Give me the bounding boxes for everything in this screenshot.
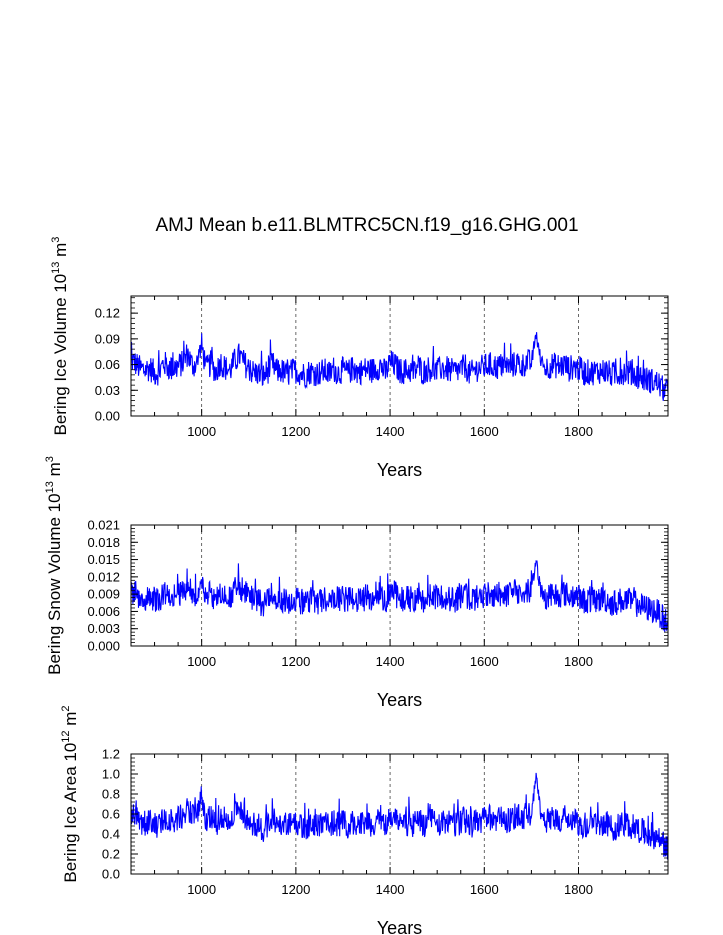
x-tick-label: 1400 [376, 654, 405, 669]
y-tick-label: 0.06 [95, 357, 120, 372]
x-axis-label: Years [377, 690, 422, 710]
x-tick-label: 1200 [281, 882, 310, 897]
x-tick-label: 1200 [281, 424, 310, 439]
y-tick-label: 0.015 [87, 552, 120, 567]
y-tick-label: 0.03 [95, 383, 120, 398]
y-tick-label: 0.6 [102, 807, 120, 822]
x-tick-label: 1600 [470, 654, 499, 669]
chart-panel-1: 1000 1200 1400 1600 1800 0.00 0.03 0.06 0.09 0.12… [50, 237, 669, 480]
y-axis-exponent: 13 [44, 481, 56, 493]
data-series-line [130, 332, 669, 401]
y-axis-unit-exponent: 3 [44, 456, 56, 462]
y-tick-label: 0.018 [87, 535, 120, 550]
plot-frame [130, 524, 669, 647]
x-axis-label: Years [377, 918, 422, 935]
y-tick-label: 1.2 [102, 747, 120, 762]
y-tick-label: 0.12 [95, 306, 120, 321]
y-tick-label: 0.4 [102, 827, 120, 842]
y-axis-unit-exponent: 3 [50, 237, 62, 243]
data-series-line [130, 772, 669, 860]
y-axis-exponent: 13 [50, 262, 62, 274]
y-axis-label-text: Bering Ice Volume 10 [51, 274, 70, 436]
y-axis-label-text: Bering Snow Volume 10 [45, 493, 64, 674]
y-axis-unit-exponent: 2 [60, 705, 72, 711]
y-axis-unit: m [51, 243, 70, 262]
x-tick-label: 1600 [470, 424, 499, 439]
x-tick-label: 1000 [187, 882, 216, 897]
y-tick-label: 0.003 [87, 621, 120, 636]
y-axis-exponent: 12 [60, 730, 72, 742]
y-axis-unit: m [45, 462, 64, 481]
y-tick-label: 0.8 [102, 787, 120, 802]
y-tick-label: 0.009 [87, 587, 120, 602]
plot-frame [130, 295, 669, 417]
y-axis-label-text: Bering Ice Area 10 [61, 743, 80, 883]
x-tick-label: 1800 [564, 424, 593, 439]
y-axis-unit: m [61, 712, 80, 731]
x-tick-label: 1800 [564, 882, 593, 897]
y-axis-label: Bering Snow Volume 1013 m3 [44, 456, 64, 675]
y-tick-label: 0.00 [95, 409, 120, 424]
y-tick-label: 0.2 [102, 847, 120, 862]
x-tick-label: 1000 [187, 424, 216, 439]
x-tick-label: 1200 [281, 654, 310, 669]
chart-panel-2: 1000 1200 1400 1600 1800 0.000 0.003 0.006 0.009… [44, 456, 669, 710]
y-tick-label: 0.000 [87, 639, 120, 654]
y-tick-label: 1.0 [102, 767, 120, 782]
x-tick-label: 1400 [376, 882, 405, 897]
y-tick-label: 0.012 [87, 569, 120, 584]
y-axis-label: Bering Ice Volume 1013 m3 [50, 237, 70, 436]
y-tick-label: 0.006 [87, 604, 120, 619]
x-tick-label: 1600 [470, 882, 499, 897]
figure-title: AMJ Mean b.e11.BLMTRC5CN.f19_g16.GHG.001 [155, 215, 578, 236]
x-axis-label: Years [377, 460, 422, 480]
x-tick-label: 1400 [376, 424, 405, 439]
y-tick-label: 0.0 [102, 867, 120, 882]
panels: 1000 1200 1400 1600 18000.000.030.060.090.12… [44, 237, 669, 935]
data-series-line [130, 560, 669, 632]
chart-panel-3: 1000 1200 1400 1600 1800 0.0 0.2 0.4 0.6 0.8 1.0 1.… [60, 705, 669, 935]
x-tick-label: 1800 [564, 654, 593, 669]
y-axis-label: Bering Ice Area 1012 m2 [60, 705, 80, 882]
x-tick-label: 1000 [187, 654, 216, 669]
y-tick-label: 0.09 [95, 331, 120, 346]
y-tick-label: 0.021 [87, 518, 120, 533]
